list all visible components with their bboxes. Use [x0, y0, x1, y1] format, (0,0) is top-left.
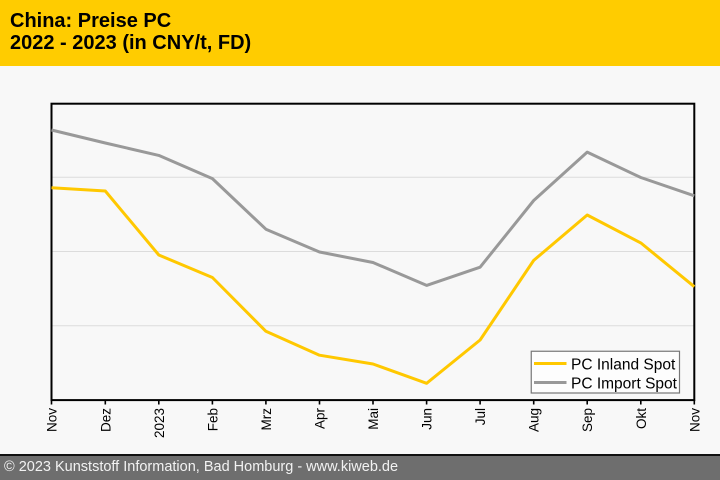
svg-text:Apr: Apr [313, 408, 328, 430]
svg-text:Jun: Jun [420, 408, 435, 430]
svg-text:PC Inland Spot: PC Inland Spot [571, 356, 676, 373]
svg-text:Nov: Nov [687, 408, 702, 432]
svg-text:Nov: Nov [45, 408, 60, 432]
svg-text:Okt: Okt [634, 408, 649, 429]
svg-text:Jul: Jul [473, 408, 488, 425]
svg-text:2023: 2023 [152, 408, 167, 438]
svg-text:Feb: Feb [205, 408, 220, 431]
svg-text:Mrz: Mrz [259, 408, 274, 431]
svg-text:PC Import Spot: PC Import Spot [571, 375, 678, 392]
svg-text:Sep: Sep [580, 408, 595, 432]
svg-text:Aug: Aug [527, 408, 542, 432]
svg-text:Mai: Mai [366, 408, 381, 430]
svg-text:Dez: Dez [98, 408, 113, 432]
